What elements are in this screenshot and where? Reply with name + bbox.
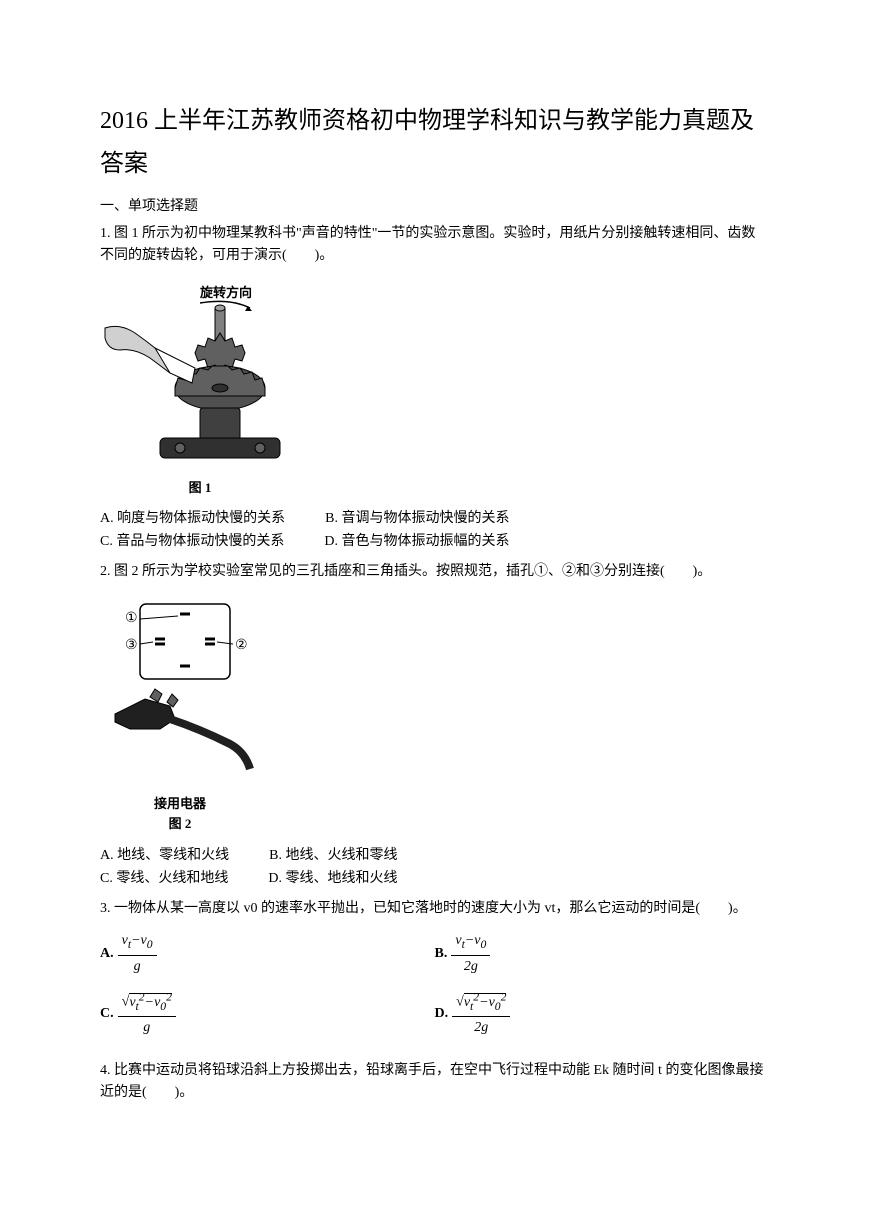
q2-text: 2. 图 2 所示为学校实验室常见的三孔插座和三角插头。按照规范，插孔①、②和③… bbox=[100, 561, 769, 583]
svg-text:②: ② bbox=[235, 638, 248, 653]
figure1: 旋转方向 bbox=[100, 278, 300, 478]
figure2-svg: ① ③ ② bbox=[100, 594, 260, 774]
q3-d-label: D. bbox=[435, 1003, 449, 1025]
page-title: 2016 上半年江苏教师资格初中物理学科知识与教学能力真题及答案 bbox=[100, 100, 769, 186]
q3-b-numerator: vt−v0 bbox=[451, 930, 490, 955]
q3-c-denominator: g bbox=[118, 1017, 176, 1039]
q3-a-label: A. bbox=[100, 943, 114, 965]
q1-option-a: A. 响度与物体振动快慢的关系 bbox=[100, 508, 285, 530]
figure2-caption: 图 2 bbox=[100, 814, 260, 835]
q3-c-numerator: √vt2−v02 bbox=[118, 988, 176, 1017]
q2-option-c: C. 零线、火线和地线 bbox=[100, 868, 228, 890]
figure2: ① ③ ② bbox=[100, 594, 260, 794]
q1-text: 1. 图 1 所示为初中物理某教科书"声音的特性"一节的实验示意图。实验时，用纸… bbox=[100, 223, 769, 268]
svg-text:③: ③ bbox=[125, 638, 138, 653]
q2-option-d: D. 零线、地线和火线 bbox=[268, 868, 397, 890]
q3-text: 3. 一物体从某一高度以 v0 的速率水平抛出，已知它落地时的速度大小为 vt，… bbox=[100, 898, 769, 920]
figure2-sublabel: 接用电器 bbox=[100, 794, 260, 815]
q3-b-label: B. bbox=[435, 943, 448, 965]
section-header: 一、单项选择题 bbox=[100, 196, 769, 218]
q3-option-c: C. √vt2−v02 g bbox=[100, 988, 435, 1040]
figure2-container: ① ③ ② 接用电器 图 2 bbox=[100, 594, 769, 836]
q2-option-a: A. 地线、零线和火线 bbox=[100, 845, 229, 867]
q1-option-d: D. 音色与物体振动振幅的关系 bbox=[324, 531, 509, 553]
q4-text: 4. 比赛中运动员将铅球沿斜上方投掷出去，铅球离手后，在空中飞行过程中动能 Ek… bbox=[100, 1060, 769, 1105]
q1-option-b: B. 音调与物体振动快慢的关系 bbox=[325, 508, 509, 530]
q3-a-numerator: vt−v0 bbox=[118, 930, 157, 955]
q3-d-denominator: 2g bbox=[452, 1017, 510, 1039]
q2-option-b: B. 地线、火线和零线 bbox=[269, 845, 397, 867]
q3-a-denominator: g bbox=[118, 956, 157, 978]
figure1-rotation-label: 旋转方向 bbox=[200, 283, 252, 304]
q3-d-numerator: √vt2−v02 bbox=[452, 988, 510, 1017]
figure1-container: 旋转方向 图 1 bbox=[100, 278, 769, 499]
q1-option-c: C. 音品与物体振动快慢的关系 bbox=[100, 531, 284, 553]
q3-option-d: D. √vt2−v02 2g bbox=[435, 988, 770, 1040]
q3-option-b: B. vt−v0 2g bbox=[435, 930, 770, 978]
q3-options: A. vt−v0 g B. vt−v0 2g C. √vt2−v02 g D. … bbox=[100, 930, 769, 1049]
figure1-svg bbox=[100, 278, 300, 468]
svg-text:①: ① bbox=[125, 611, 138, 626]
figure1-caption: 图 1 bbox=[100, 478, 300, 499]
q3-option-a: A. vt−v0 g bbox=[100, 930, 435, 978]
q3-b-denominator: 2g bbox=[451, 956, 490, 978]
q1-options: A. 响度与物体振动快慢的关系 B. 音调与物体振动快慢的关系 C. 音品与物体… bbox=[100, 508, 769, 553]
q2-options: A. 地线、零线和火线 B. 地线、火线和零线 C. 零线、火线和地线 D. 零… bbox=[100, 845, 769, 890]
q3-c-label: C. bbox=[100, 1003, 114, 1025]
